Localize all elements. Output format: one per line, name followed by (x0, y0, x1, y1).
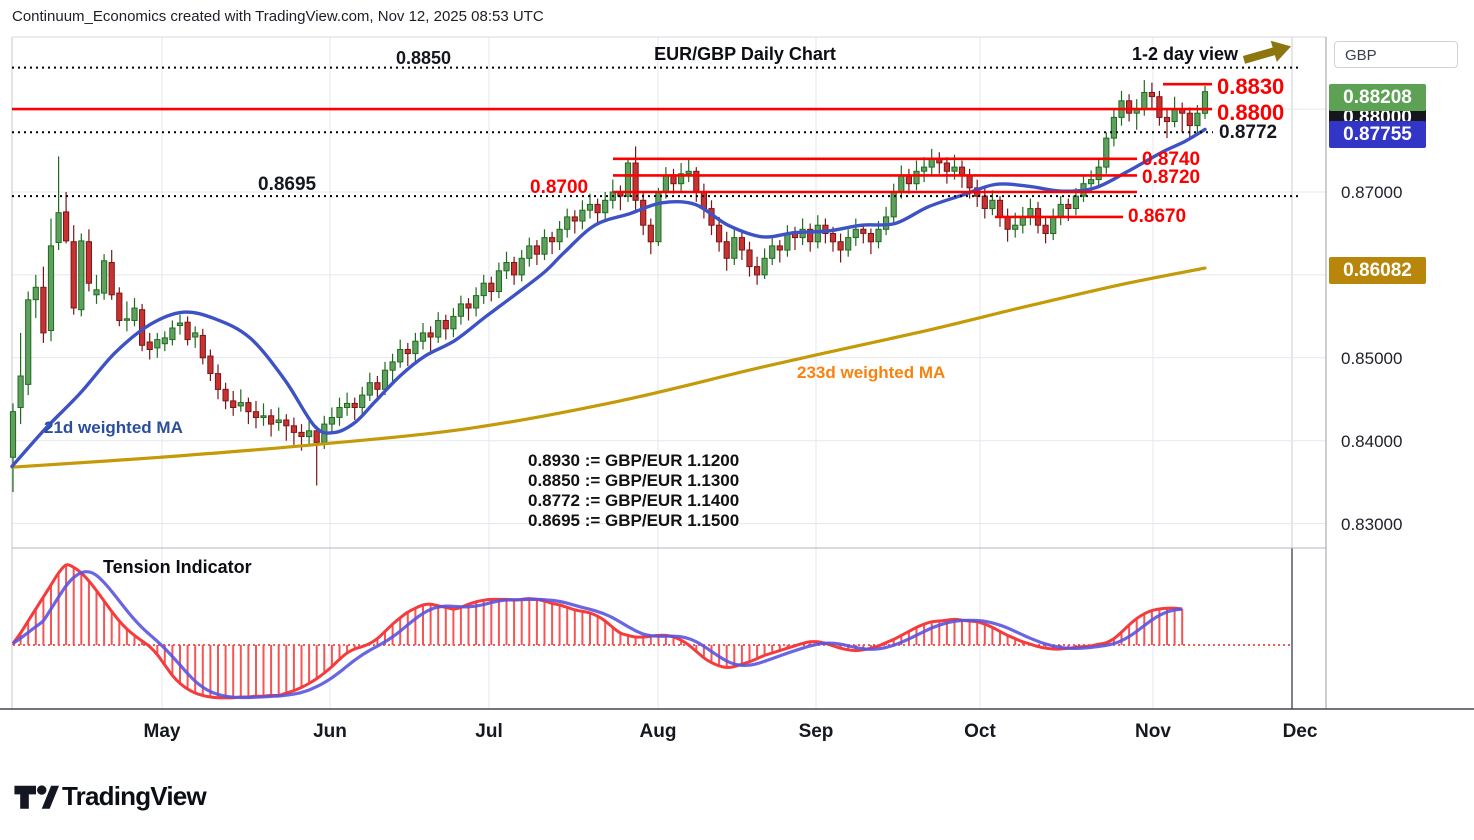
ma21-label: 21d weighted MA (44, 418, 183, 437)
y-axis-tick: 0.85000 (1341, 349, 1403, 368)
credit-line: Continuum_Economics created with Trading… (12, 8, 544, 25)
y-axis-tick: 0.87000 (1341, 183, 1403, 202)
resistance-level-label: 0.8700 (530, 177, 589, 198)
resistance-level-label: 0.8830 (1217, 74, 1285, 99)
price-badge: 0.87755 (1329, 121, 1426, 148)
month-label: Oct (964, 721, 996, 742)
chart-title: EUR/GBP Daily Chart (654, 44, 836, 64)
symbol-select[interactable]: GBP (1334, 41, 1458, 68)
tension-indicator-label: Tension Indicator (103, 557, 252, 577)
tradingview-brand[interactable]: TradingView (62, 781, 207, 811)
support-level-label: 0.8772 (1219, 122, 1278, 143)
resistance-level-label: 0.8740 (1142, 149, 1201, 170)
resistance-level-label: 0.8720 (1142, 167, 1201, 188)
price-badge: 0.86082 (1329, 257, 1426, 284)
month-label: Dec (1282, 721, 1318, 742)
price-badge: 0.88208 (1329, 84, 1426, 111)
right-arrow-icon (1242, 40, 1292, 64)
month-label: Nov (1135, 721, 1171, 742)
ma233-label: 233d weighted MA (797, 363, 946, 382)
month-label: Aug (639, 721, 677, 742)
month-label: Jun (313, 721, 347, 742)
conversion-row: 0.8850 := GBP/EUR 1.1300 (528, 471, 740, 490)
support-level-label: 0.8850 (396, 48, 452, 68)
resistance-level-label: 0.8800 (1217, 100, 1285, 125)
view-note: 1-2 day view (1131, 44, 1238, 64)
resistance-level-label: 0.8670 (1128, 206, 1187, 227)
support-level-label: 0.8695 (258, 174, 317, 195)
price-chart-canvas[interactable] (0, 0, 1474, 780)
month-label: Sep (798, 721, 834, 742)
y-axis-tick: 0.84000 (1341, 432, 1403, 451)
conversion-row: 0.8772 := GBP/EUR 1.1400 (528, 491, 740, 510)
y-axis-tick: 0.83000 (1341, 515, 1403, 534)
conversion-row: 0.8695 := GBP/EUR 1.1500 (528, 511, 740, 530)
conversion-table: 0.8930 := GBP/EUR 1.1200 0.8850 := GBP/EU… (528, 451, 739, 531)
tradingview-logo-icon[interactable] (13, 782, 59, 814)
conversion-row: 0.8930 := GBP/EUR 1.1200 (528, 451, 740, 470)
month-label: May (143, 721, 181, 742)
month-label: Jul (475, 721, 503, 742)
